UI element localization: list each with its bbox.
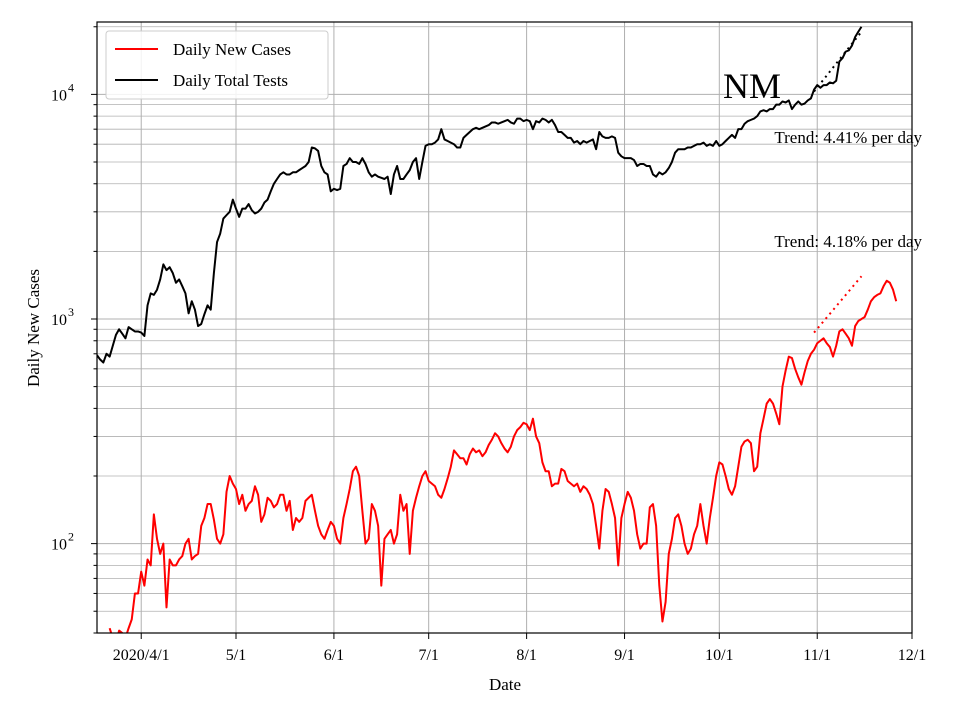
- trend-line-tests: [813, 31, 863, 93]
- y-tick-exponent: 2: [68, 530, 74, 544]
- x-tick-label: 8/1: [516, 647, 536, 664]
- x-axis-label: Date: [489, 675, 521, 694]
- x-tick-label: 6/1: [324, 647, 344, 664]
- legend-label-cases: Daily New Cases: [173, 40, 291, 59]
- y-tick-base: 10: [51, 87, 67, 104]
- state-label: NM: [723, 66, 781, 106]
- series-line-daily-new-cases: [108, 279, 898, 633]
- plot-frame: [96, 21, 913, 634]
- y-axis-label: Daily New Cases: [24, 269, 43, 387]
- x-tick-label: 2020/4/1: [113, 647, 170, 664]
- grid: [97, 22, 913, 634]
- y-tick-base: 10: [51, 312, 67, 329]
- x-tick-label: 11/1: [803, 647, 831, 664]
- y-tick-exponent: 4: [68, 80, 74, 94]
- x-tick-label: 9/1: [614, 647, 634, 664]
- trend-lines: [813, 31, 863, 334]
- axis-ticks: 2020/4/1 5/1 6/1 7/1 8/1 9/1 10/1 11/1 12/110 210…: [51, 26, 926, 664]
- legend-label-tests: Daily Total Tests: [173, 71, 288, 90]
- trend-annotation-cases: Trend: 4.18% per day: [774, 232, 922, 251]
- x-tick-label: 10/1: [705, 647, 733, 664]
- y-tick-label: 10 2: [51, 530, 74, 554]
- x-tick-label: 7/1: [418, 647, 438, 664]
- legend: Daily New Cases Daily Total Tests: [105, 30, 329, 100]
- x-tick-label: 5/1: [226, 647, 246, 664]
- trend-line-cases: [813, 275, 863, 334]
- y-tick-exponent: 3: [68, 305, 74, 319]
- trend-annotation-tests: Trend: 4.41% per day: [774, 128, 922, 147]
- series-line-total-tests: [97, 26, 863, 364]
- x-tick-label: 12/1: [898, 647, 926, 664]
- y-tick-label: 10 4: [51, 80, 74, 104]
- series-lines: [97, 26, 898, 633]
- y-tick-base: 10: [51, 537, 67, 554]
- legend-box: [105, 30, 329, 100]
- y-tick-label: 10 3: [51, 305, 74, 329]
